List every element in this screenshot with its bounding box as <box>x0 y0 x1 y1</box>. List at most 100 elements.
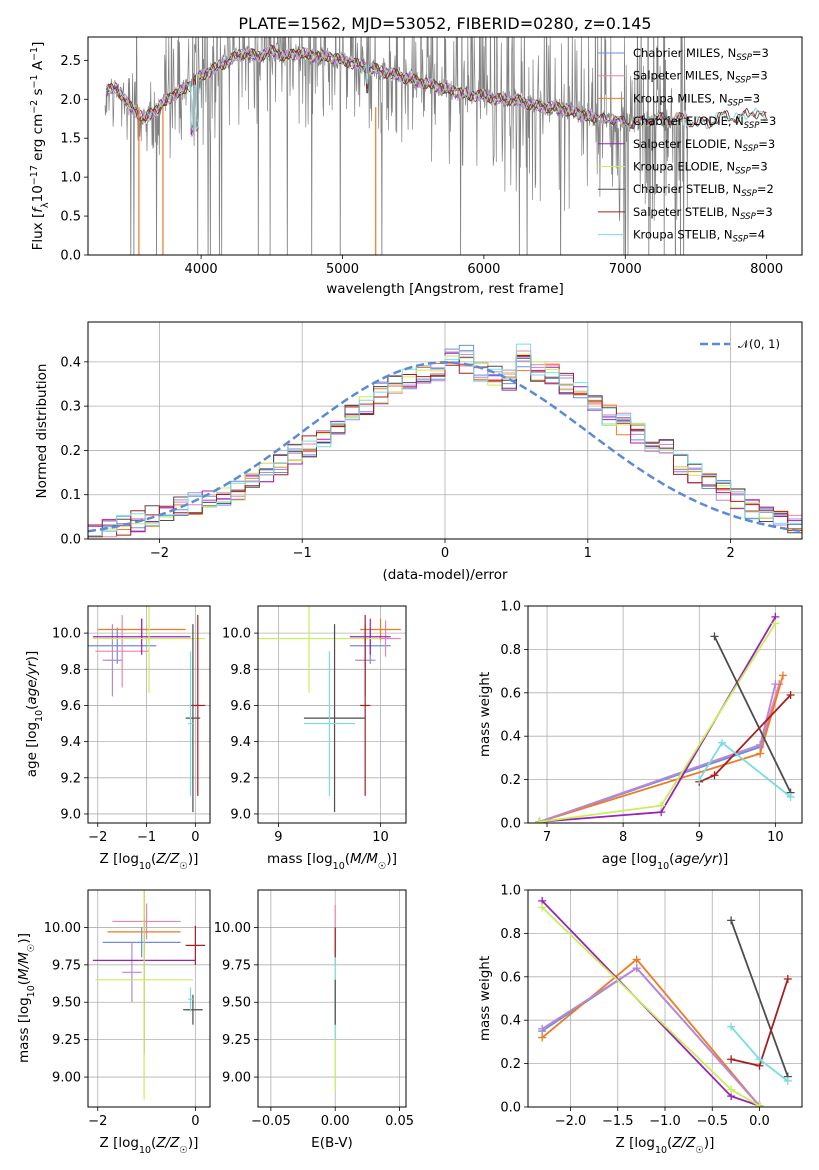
axes-frame <box>527 889 803 1108</box>
legend-label: Salpeter MILES, NSSP=3 <box>633 69 768 86</box>
x-tick-label: 0.0 <box>749 1114 770 1129</box>
axes-weight_vs_Z: −2.0 −1.5 −1.0 −0.5 0.0 0.0 0.2 0.4 0.6 0.8 1.0 <box>500 884 803 1129</box>
y-tick-label: 0.8 <box>500 643 521 658</box>
y-tick-label: 9.2 <box>60 771 81 786</box>
axes-frame <box>527 605 803 824</box>
y-tick-label: 0.2 <box>60 444 81 459</box>
y-tick-label: 9.50 <box>52 996 81 1011</box>
axes-frame <box>257 605 407 824</box>
axes-weight_vs_age: 7 8 9 10 0.0 0.2 0.4 0.6 0.8 1.0 <box>500 600 803 845</box>
legend-label-normal: 𝒩(0, 1) <box>738 337 780 351</box>
axes-frame <box>87 889 211 1108</box>
weight-marker-salpeter_stelib <box>786 690 795 699</box>
y-axis-label: age [log10(age/yr)] <box>24 651 45 777</box>
axes-age_vs_mass: 9 10 9.0 9.2 9.4 9.6 9.8 10.0 <box>222 605 407 845</box>
axes-frame <box>87 605 211 824</box>
normal-distribution-curve <box>88 361 802 533</box>
x-tick-label: −2 <box>150 546 169 561</box>
y-tick-label: 1.0 <box>500 600 521 615</box>
y-tick-label: 9.25 <box>222 1033 251 1048</box>
x-tick-label: 0.05 <box>385 1114 414 1129</box>
axes-age_vs_Z: −2 −1 0 9.0 9.2 9.4 9.6 9.8 10.0 <box>52 605 211 845</box>
weight-marker-kroupa_miles <box>778 671 787 680</box>
axes-mass_vs_ebv: −0.05 0.00 0.05 9.00 9.25 9.50 9.75 10.00 <box>214 889 414 1129</box>
y-tick-label: 9.75 <box>52 958 81 973</box>
weight-marker-kroupa_miles <box>538 1033 547 1042</box>
y-tick-label: 10.0 <box>222 627 251 642</box>
weight-marker-kroupa_stelib <box>786 792 795 801</box>
weight-marker-chabrier_elodie <box>538 1024 547 1033</box>
y-axis-label: mass [log10(M/M☉)] <box>16 933 37 1063</box>
y-axis-label: mass weight <box>477 672 493 757</box>
plot-content <box>104 37 767 255</box>
histogram-kroupa_stelib <box>88 343 802 537</box>
y-tick-label: 0.3 <box>60 400 81 415</box>
plot-content <box>535 612 795 823</box>
weight-marker-kroupa_stelib <box>695 775 704 784</box>
y-tick-label: 0.0 <box>500 817 521 832</box>
y-tick-label: 9.6 <box>60 699 81 714</box>
x-tick-label: −2 <box>88 1114 107 1129</box>
y-tick-label: 10.00 <box>214 921 251 936</box>
y-tick-label: 9.4 <box>230 735 251 750</box>
x-tick-label: 9 <box>274 830 282 845</box>
weight-marker-chabrier_elodie <box>756 740 765 749</box>
x-tick-label: −2 <box>88 830 107 845</box>
axes-residuals: −2 −1 0 1 2 0.0 0.1 0.2 0.3 0.4 <box>60 321 803 561</box>
y-tick-label: 0.6 <box>500 970 521 985</box>
y-tick-label: 0.4 <box>60 355 81 370</box>
y-tick-label: 10.00 <box>44 921 81 936</box>
y-tick-label: 9.75 <box>222 958 251 973</box>
x-tick-label: −1.5 <box>602 1114 634 1129</box>
y-axis-label: Normed distribution <box>34 364 50 499</box>
weight-marker-kroupa_elodie <box>755 1101 764 1107</box>
weight-marker-kroupa_elodie <box>771 619 780 628</box>
legend-label: Salpeter ELODIE, NSSP=3 <box>633 137 775 154</box>
weight-marker-kroupa_stelib <box>718 738 727 747</box>
y-tick-label: 0.6 <box>500 686 521 701</box>
y-tick-label: 0.4 <box>500 730 521 745</box>
y-tick-label: 9.00 <box>222 1071 251 1086</box>
weight-marker-chabrier_elodie <box>632 964 641 973</box>
y-tick-label: 0.0 <box>500 1101 521 1116</box>
y-tick-label: 1.0 <box>500 884 521 899</box>
x-axis-label: Z [log10(Z/Z☉)] <box>616 1135 715 1156</box>
y-tick-label: 1.0 <box>60 171 81 186</box>
x-tick-label: 0 <box>191 830 199 845</box>
y-tick-label: 2.5 <box>60 54 81 69</box>
plot-content <box>258 606 401 813</box>
spectrum-legend: Chabrier MILES, NSSP=3 Salpeter MILES, NS… <box>598 46 776 245</box>
x-tick-label: 0.00 <box>321 1114 350 1129</box>
x-tick-label: 5000 <box>326 262 359 277</box>
x-axis-label: wavelength [Angstrom, rest frame] <box>326 281 564 297</box>
weight-marker-kroupa_elodie <box>535 817 544 823</box>
x-axis-label: (data-model)/error <box>382 567 508 583</box>
figure-title: PLATE=1562, MJD=53052, FIBERID=0280, z=0… <box>238 14 651 33</box>
weight-line-chabrier_stelib <box>730 920 789 1077</box>
y-tick-label: 0.0 <box>60 249 81 264</box>
x-tick-label: −1 <box>293 546 312 561</box>
x-tick-label: −1.0 <box>649 1114 681 1129</box>
y-tick-label: 9.2 <box>230 771 251 786</box>
x-tick-label: 10 <box>767 830 784 845</box>
x-axis-label: Z [log10(Z/Z☉)] <box>100 1135 199 1156</box>
model-spectrum-kroupa_elodie <box>106 47 597 130</box>
y-tick-label: 9.25 <box>52 1033 81 1048</box>
plot-area <box>258 890 406 1107</box>
x-axis-label: age [log10(age/yr)] <box>602 851 728 872</box>
weight-marker-salpeter_stelib <box>710 771 719 780</box>
y-tick-label: 9.0 <box>60 807 81 822</box>
y-tick-label: 9.6 <box>230 699 251 714</box>
weight-line-chabrier_stelib <box>713 636 792 793</box>
x-tick-label: 8 <box>619 830 627 845</box>
x-tick-label: 9 <box>695 830 703 845</box>
x-tick-label: 2 <box>726 546 734 561</box>
model-spectrum-salpeter_elodie <box>105 46 598 136</box>
y-tick-label: 2.0 <box>60 93 81 108</box>
legend-label: Kroupa STELIB, NSSP=4 <box>633 228 765 245</box>
weight-marker-kroupa_elodie <box>727 1085 736 1094</box>
y-tick-label: 9.0 <box>230 807 251 822</box>
legend-label: Chabrier MILES, NSSP=3 <box>633 46 769 63</box>
axes-frame <box>87 321 803 540</box>
